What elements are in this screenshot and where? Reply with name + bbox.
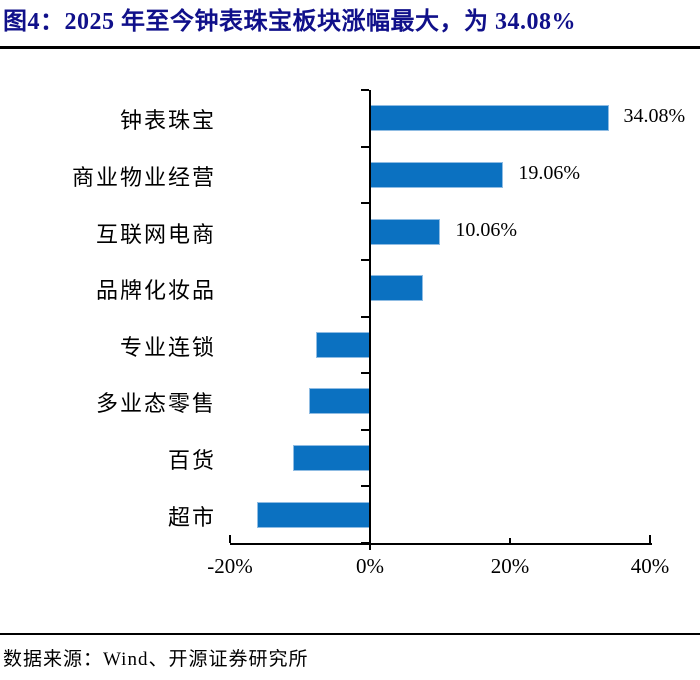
x-tick-label: 40% [630, 554, 670, 578]
y-axis-tick [361, 428, 369, 431]
x-axis-tick [369, 545, 371, 550]
x-tick-label: 20% [490, 554, 530, 578]
footer-divider [0, 633, 700, 635]
y-axis-tick [361, 89, 369, 91]
bar-chart: 钟表珠宝 34.08% 商业物业经营 19.06% 互联网电商 10.06% 品牌化妆品专业… [71, 89, 686, 578]
value-label: 10.06% [455, 218, 518, 241]
bar [370, 218, 441, 245]
x-axis-line [230, 543, 652, 545]
category-label: 商业物业经营 [71, 164, 216, 190]
figure-title-text: 2025 年至今钟表珠宝板块涨幅最大，为 34.08% [64, 9, 576, 35]
x-axis-tick [229, 535, 231, 543]
bar [370, 105, 609, 132]
category-label: 专业连锁 [119, 334, 216, 360]
bar [309, 388, 370, 415]
category-label: 钟表珠宝 [119, 108, 216, 134]
y-axis-tick [361, 258, 369, 261]
bar [316, 331, 370, 358]
bar [370, 161, 504, 188]
data-source: 数据来源：Wind、开源证券研究所 [3, 649, 309, 670]
value-label: 34.08% [623, 105, 686, 128]
title-divider [0, 46, 700, 49]
bar [257, 501, 370, 528]
y-axis-tick [361, 202, 369, 205]
figure-label: 图4： [3, 9, 65, 35]
x-axis-tick [509, 538, 511, 543]
y-axis-tick [361, 372, 369, 375]
y-axis-line [369, 90, 371, 545]
category-label: 多业态零售 [95, 391, 216, 417]
category-label: 互联网电商 [95, 221, 216, 247]
category-label: 超市 [167, 504, 216, 530]
bar [370, 275, 424, 302]
y-axis-tick [361, 485, 369, 488]
value-label: 19.06% [518, 161, 581, 184]
category-label: 百货 [167, 448, 216, 474]
x-tick-label: -20% [207, 554, 253, 578]
category-label: 品牌化妆品 [95, 278, 216, 304]
bar [293, 445, 370, 472]
figure-title: 图4：2025 年至今钟表珠宝板块涨幅最大，为 34.08% [3, 7, 697, 38]
y-axis-tick [361, 145, 369, 148]
x-tick-label: 0% [356, 554, 384, 578]
x-axis-tick [649, 535, 651, 543]
y-axis-tick [361, 315, 369, 318]
